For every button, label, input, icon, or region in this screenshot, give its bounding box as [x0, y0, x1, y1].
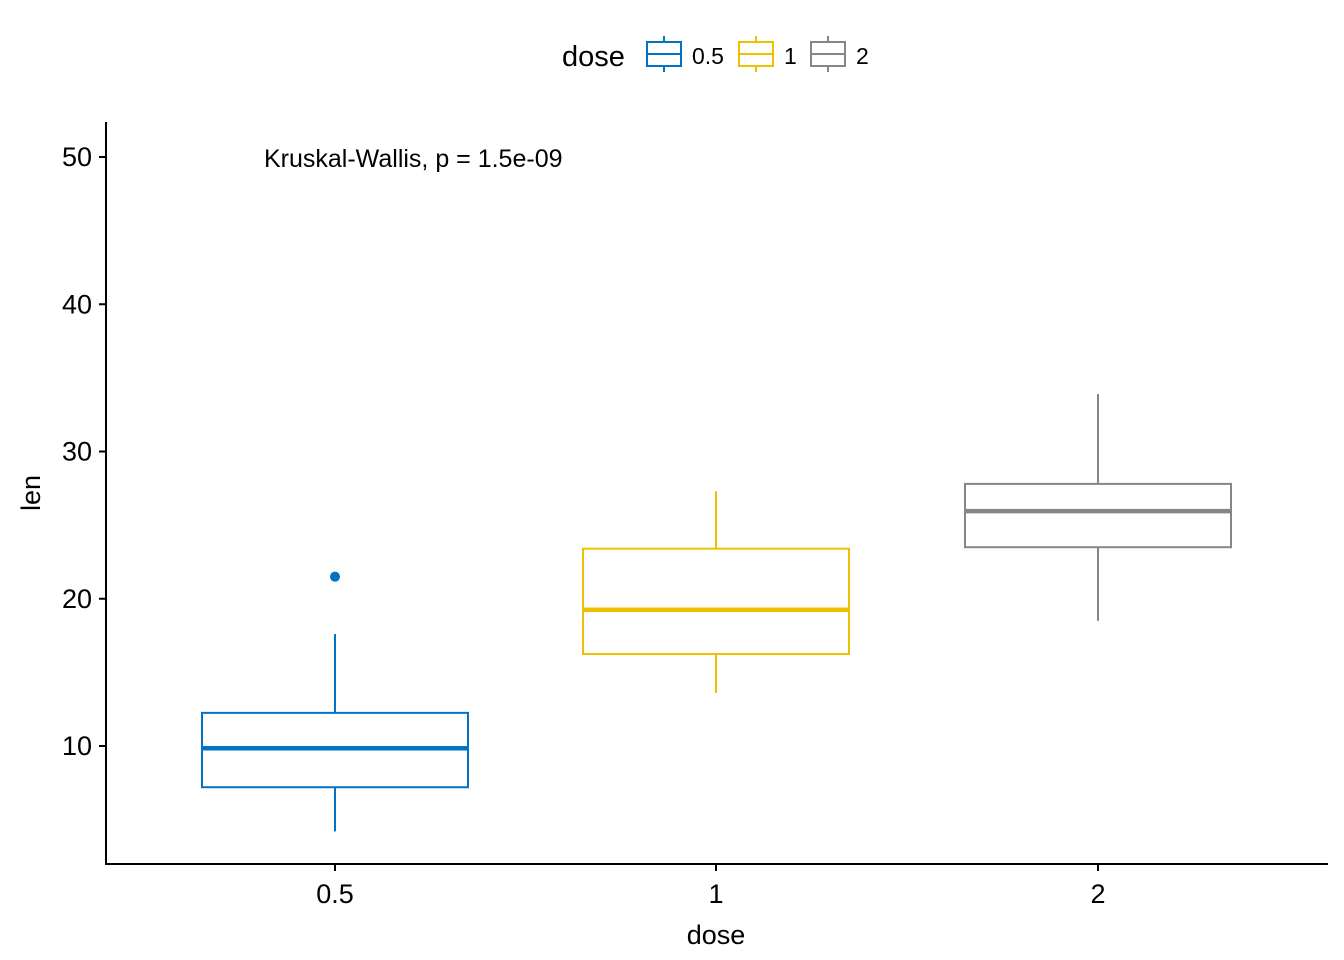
box-2: [964, 394, 1232, 621]
legend-title: dose: [562, 41, 625, 73]
box-1: [582, 491, 850, 693]
box-rect: [582, 547, 850, 655]
legend-label: 0.5: [692, 43, 724, 69]
y-axis-title: len: [16, 475, 46, 511]
x-tick-label: 2: [1090, 879, 1105, 909]
legend-label: 1: [784, 43, 797, 69]
box-0.5: [201, 571, 469, 832]
x-axis-title: dose: [687, 920, 746, 950]
legend-label: 2: [856, 43, 869, 69]
y-tick-label: 30: [62, 437, 92, 467]
y-tick-label: 50: [62, 142, 92, 172]
x-tick-label: 1: [708, 879, 723, 909]
boxes: [201, 394, 1232, 832]
box-rect: [964, 482, 1232, 549]
outlier-point: [330, 571, 340, 582]
y-tick-label: 20: [62, 584, 92, 614]
kruskal-wallis-annotation: Kruskal-Wallis, p = 1.5e-09: [264, 145, 563, 173]
legend-key-1: 1: [738, 36, 797, 72]
x-tick-label: 0.5: [316, 879, 354, 909]
legend: dose 0.5 1 2: [562, 36, 869, 73]
legend-key-2: 2: [810, 36, 869, 72]
y-ticks: 10 20 30 40 50: [62, 142, 106, 761]
legend-key-0.5: 0.5: [646, 36, 724, 72]
x-ticks: 0.5 1 2: [316, 864, 1106, 909]
y-tick-label: 10: [62, 731, 92, 761]
y-tick-label: 40: [62, 289, 92, 319]
legend-keys: 0.5 1 2: [646, 36, 869, 72]
